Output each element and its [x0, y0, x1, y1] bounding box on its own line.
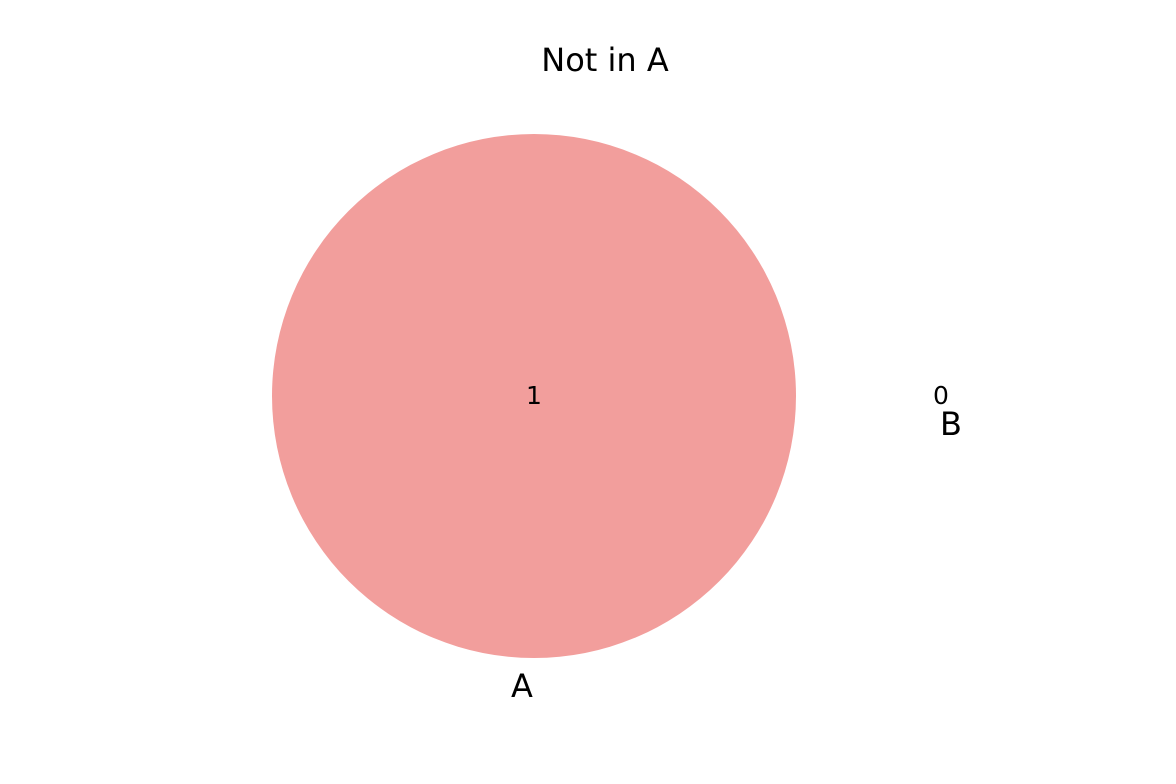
set-a-circle: [272, 134, 796, 658]
set-a-only-count: 1: [526, 381, 542, 410]
set-a-label: A: [511, 667, 533, 705]
set-b-only-count: 0: [933, 381, 949, 410]
diagram-title: Not in A: [541, 41, 669, 79]
set-b-label: B: [940, 405, 962, 443]
